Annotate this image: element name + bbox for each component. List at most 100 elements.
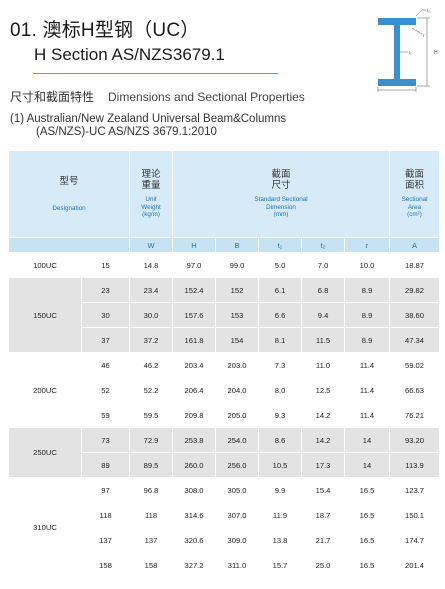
b-cell: 152 — [215, 277, 260, 303]
standard-note: (1) Australian/New Zealand Universal Bea… — [10, 113, 286, 139]
area-cell: 123.7 — [389, 477, 441, 503]
h-cell: 260.0 — [172, 452, 217, 478]
header-area: 截面 面积 Sectional Area (cm²) — [389, 150, 441, 238]
header-designation: 型号 Designation — [7, 150, 131, 238]
page-title: 01. 澳标H型钢（UC） — [10, 20, 200, 41]
r-cell: 8.9 — [344, 302, 391, 328]
section-heading-cn: 尺寸和截面特性 — [10, 90, 95, 104]
b-cell: 154 — [215, 327, 260, 353]
b-cell: 307.0 — [215, 502, 260, 528]
area-cell: 66.63 — [389, 377, 441, 403]
dim-label-t2: t₂ — [427, 8, 430, 13]
t1-cell: 9.9 — [258, 477, 303, 503]
size-cell: 137 — [80, 527, 131, 553]
area-cell: 59.02 — [389, 352, 441, 378]
unit-cell: t₁ — [258, 237, 303, 253]
size-cell: 37 — [80, 327, 131, 353]
weight-cell: 37.2 — [129, 327, 174, 353]
size-cell: 23 — [80, 277, 131, 303]
b-cell: 204.0 — [215, 377, 260, 403]
area-cell: 174.7 — [389, 527, 441, 553]
t2-cell: 6.8 — [301, 277, 346, 303]
area-cell: 29.82 — [389, 277, 441, 303]
b-cell: 153 — [215, 302, 260, 328]
b-cell: 256.0 — [215, 452, 260, 478]
designation-group-cell: 200UC — [8, 352, 82, 428]
t2-cell: 9.4 — [301, 302, 346, 328]
table-row: 137 137 320.6 309.0 13.8 21.7 16.5 174.7 — [9, 527, 441, 553]
r-cell: 16.5 — [344, 552, 391, 578]
table-row: 59 59.5 209.8 205.0 9.3 14.2 11.4 76.21 — [9, 402, 441, 428]
size-cell: 52 — [80, 377, 131, 403]
unit-row: W H B t₁ t₂ r A — [7, 237, 441, 253]
t2-cell: 25.0 — [301, 552, 346, 578]
t2-cell: 21.7 — [301, 527, 346, 553]
t1-cell: 8.0 — [258, 377, 303, 403]
t1-cell: 6.1 — [258, 277, 303, 303]
weight-cell: 30.0 — [129, 302, 174, 328]
t2-cell: 18.7 — [301, 502, 346, 528]
weight-cell: 23.4 — [129, 277, 174, 303]
header-weight-en: Unit Weight (kg/m) — [141, 196, 161, 219]
r-cell: 16.5 — [344, 477, 391, 503]
area-cell: 38.60 — [389, 302, 441, 328]
weight-cell: 14.8 — [129, 252, 174, 278]
unit-cell: H — [172, 237, 217, 253]
size-cell: 118 — [80, 502, 131, 528]
table-row: 52 52.2 206.4 204.0 8.0 12.5 11.4 66.63 — [9, 377, 441, 403]
weight-cell: 158 — [129, 552, 174, 578]
h-cell: 206.4 — [172, 377, 217, 403]
t1-cell: 8.1 — [258, 327, 303, 353]
b-cell: 305.0 — [215, 477, 260, 503]
dim-label-t1: t₁ — [409, 50, 412, 55]
designation-group-cell: 250UC — [8, 427, 82, 478]
area-cell: 150.1 — [389, 502, 441, 528]
r-cell: 11.4 — [344, 377, 391, 403]
size-cell: 89 — [80, 452, 131, 478]
size-cell: 97 — [80, 477, 131, 503]
header-dimension: 截面 尺寸 Standard Sectional Dimension (mm) — [172, 150, 391, 238]
weight-cell: 118 — [129, 502, 174, 528]
r-cell: 11.4 — [344, 352, 391, 378]
size-cell: 46 — [80, 352, 131, 378]
weight-cell: 59.5 — [129, 402, 174, 428]
unit-cell: r — [344, 237, 391, 253]
t2-cell: 11.5 — [301, 327, 346, 353]
b-cell: 99.0 — [215, 252, 260, 278]
title-underline — [33, 73, 278, 74]
designation-group-cell: 100UC — [8, 252, 82, 278]
header-designation-en: Designation — [52, 204, 86, 212]
weight-cell: 137 — [129, 527, 174, 553]
section-heading: 尺寸和截面特性 Dimensions and Sectional Properti… — [10, 88, 305, 105]
title-block: 01. 澳标H型钢（UC） H Section AS/NZS3679.1 — [10, 20, 225, 66]
t2-cell: 7.0 — [301, 252, 346, 278]
unit-cell: W — [129, 237, 174, 253]
h-cell: 97.0 — [172, 252, 217, 278]
area-cell: 47.34 — [389, 327, 441, 353]
r-cell: 10.0 — [344, 252, 391, 278]
b-cell: 254.0 — [215, 427, 260, 453]
table-row: 100UC 15 14.8 97.0 99.0 5.0 7.0 10.0 18.87 — [8, 252, 441, 278]
unit-cell: B — [215, 237, 260, 253]
header-weight: 理论 重量 Unit Weight (kg/m) — [129, 150, 174, 238]
t2-cell: 11.0 — [301, 352, 346, 378]
t1-cell: 10.5 — [258, 452, 303, 478]
size-cell: 158 — [80, 552, 131, 578]
table-row: 250UC 73 72.9 253.8 254.0 8.6 14.2 14 93.20 — [8, 427, 441, 478]
area-cell: 93.20 — [389, 427, 441, 453]
r-cell: 16.5 — [344, 527, 391, 553]
weight-cell: 52.2 — [129, 377, 174, 403]
t1-cell: 6.6 — [258, 302, 303, 328]
table-row: 89 89.5 260.0 256.0 10.5 17.3 14 113.9 — [9, 452, 441, 478]
h-beam-shape — [378, 18, 416, 86]
weight-cell: 96.8 — [129, 477, 174, 503]
weight-cell: 46.2 — [129, 352, 174, 378]
t1-cell: 9.3 — [258, 402, 303, 428]
b-cell: 311.0 — [215, 552, 260, 578]
r-cell: 8.9 — [344, 277, 391, 303]
t2-cell: 15.4 — [301, 477, 346, 503]
r-cell: 11.4 — [344, 402, 391, 428]
area-cell: 113.9 — [389, 452, 441, 478]
h-cell: 152.4 — [172, 277, 217, 303]
h-cell: 209.8 — [172, 402, 217, 428]
